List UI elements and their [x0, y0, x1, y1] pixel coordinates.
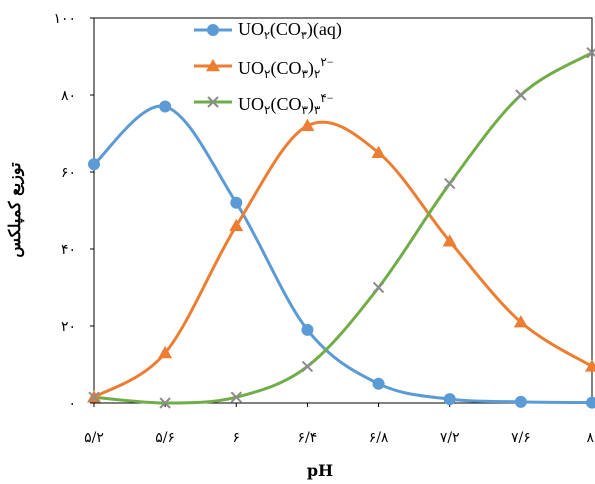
data-point-series-1: [88, 158, 100, 171]
data-point-series-2: [513, 315, 528, 328]
legend-label-part: ۳: [301, 67, 308, 81]
x-tick-label: ۶/۴: [298, 430, 318, 446]
data-point-series-3: [88, 391, 100, 403]
data-point-series-2: [158, 345, 173, 359]
legend-label-part: (CO: [270, 94, 301, 115]
y-tick-label: ۰: [68, 396, 76, 412]
data-point-series-2: [300, 118, 315, 132]
legend-label-part: UO: [238, 19, 264, 39]
data-point-series-1: [230, 196, 243, 209]
legend-label-part: ۲: [264, 67, 270, 81]
legend-label-part: (CO: [270, 19, 301, 40]
y-axis-label: توزیع کمپلکس: [5, 162, 25, 258]
data-point-series-1: [301, 323, 314, 336]
y-tick-label: ۱۰۰: [53, 11, 76, 27]
legend-label-part: ): [308, 94, 314, 115]
data-point-series-3: [159, 397, 171, 409]
legend-marker: [207, 24, 219, 36]
data-point-series-2: [585, 359, 595, 372]
legend-label: UO۲(CO۳)(aq): [238, 19, 342, 42]
x-tick-label: ۶: [233, 430, 241, 446]
y-tick-label: ۸۰: [61, 88, 76, 104]
y-tick-label: ۴۰: [61, 242, 76, 258]
data-point-series-1: [443, 393, 456, 406]
x-tick-label: ۶/۸: [369, 430, 389, 446]
series-line-2: [93, 120, 593, 399]
x-axis-label: pH: [307, 461, 333, 480]
legend: UO۲(CO۳)(aq)UO۲(CO۳)۲۲−UO۲(CO۳)۳۴−: [194, 19, 342, 117]
legend-label: UO۲(CO۳)۳۴−: [238, 91, 334, 117]
data-point-series-3: [230, 391, 242, 403]
legend-label-part: UO: [238, 94, 264, 114]
legend-label-part: ۴−: [320, 91, 333, 105]
legend-label-part: ۳: [301, 103, 308, 117]
legend-label-part: UO: [238, 58, 264, 78]
legend-label-part: ۲−: [320, 55, 333, 69]
data-point-series-3: [301, 360, 314, 373]
x-tick-label: ۷/۶: [511, 430, 531, 446]
legend-label-part: ۳: [301, 30, 307, 42]
legend-label: UO۲(CO۳)۲۲−: [238, 55, 334, 81]
legend-label-part: )(aq): [307, 19, 342, 40]
data-point-series-3: [444, 177, 456, 190]
y-tick-label: ۶۰: [61, 165, 76, 181]
legend-marker: [206, 59, 220, 72]
data-point-series-1: [586, 396, 595, 409]
legend-label-part: ۲: [314, 67, 320, 81]
data-point-series-3: [372, 281, 385, 294]
plot-area-frame: [93, 17, 593, 404]
legend-label-part: ۲: [264, 30, 270, 42]
data-point-series-2: [371, 145, 386, 158]
data-point-series-3: [515, 89, 527, 101]
x-tick-label: ۸: [586, 430, 594, 446]
y-tick-label: ۲۰: [61, 319, 76, 335]
series-markers: [87, 46, 595, 409]
data-point-series-2: [442, 234, 457, 247]
series-line-3: [93, 51, 593, 405]
legend-label-part: ۳: [314, 103, 321, 117]
data-point-series-2: [229, 218, 244, 232]
data-point-series-1: [159, 100, 172, 113]
data-point-series-3: [586, 46, 595, 59]
legend-marker: [207, 96, 219, 108]
data-point-series-1: [514, 395, 527, 408]
legend-label-part: ۲: [264, 103, 270, 117]
x-tick-label: ۵/۶: [155, 430, 175, 446]
x-tick-label: ۵/۲: [84, 430, 104, 446]
legend-label-part: ): [308, 58, 314, 79]
x-axis-ticks: ۵/۲ ۵/۶ ۶ ۶/۴ ۶/۸ ۷/۲ ۷/۶ ۸: [84, 403, 594, 446]
legend-label-part: (CO: [270, 58, 301, 79]
data-point-series-1: [372, 377, 385, 390]
x-tick-label: ۷/۲: [440, 430, 460, 446]
y-axis-ticks: ۰ ۲۰ ۴۰ ۶۰ ۸۰ ۱۰۰: [53, 11, 94, 412]
